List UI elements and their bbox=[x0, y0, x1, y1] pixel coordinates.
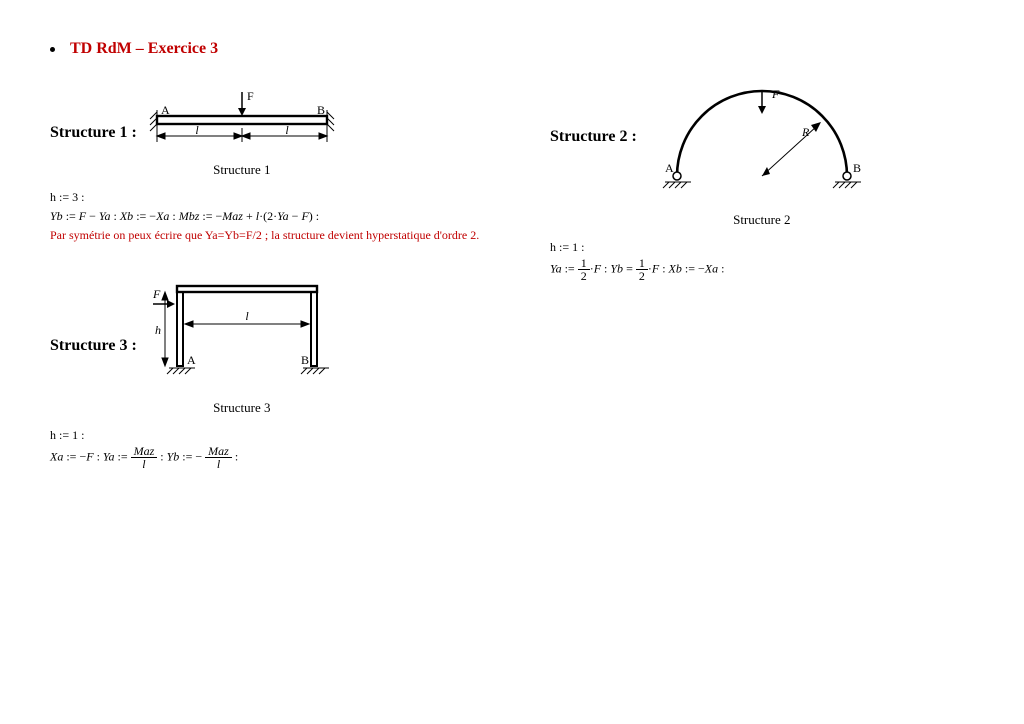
s3-label-l: l bbox=[245, 309, 249, 323]
s1-note: Par symétrie on peux écrire que Ya=Yb=F/… bbox=[50, 226, 490, 245]
structure-3-caption: Structure 3 bbox=[147, 400, 337, 416]
s2-eq2: Ya := 12·F : Yb = 12·F : Xb := −Xa : bbox=[550, 257, 990, 282]
right-column: Structure 2 : bbox=[550, 88, 990, 500]
structure-2-figure: F R A B Structure 2 bbox=[647, 88, 877, 228]
s3-label-h: h bbox=[155, 323, 161, 337]
s2-label-F: F bbox=[771, 88, 780, 101]
s2-label-B: B bbox=[853, 161, 861, 175]
structure-1-caption: Structure 1 bbox=[147, 162, 337, 178]
s3-label-B: B bbox=[301, 353, 309, 367]
structure-2-block: Structure 2 : bbox=[550, 88, 990, 282]
s3-label-A: A bbox=[187, 353, 196, 367]
s2-label-R: R bbox=[801, 125, 810, 139]
structure-1-figure: F A B bbox=[147, 88, 337, 178]
structure-2-heading: Structure 2 : bbox=[550, 128, 637, 146]
left-column: Structure 1 : bbox=[50, 88, 490, 500]
structure-3-figure: F h l bbox=[147, 276, 337, 416]
label-A: A bbox=[161, 103, 170, 117]
s2-label-A: A bbox=[665, 161, 674, 175]
label-B: B bbox=[317, 103, 325, 117]
s1-eq2: Yb := F − Ya : Xb := −Xa : Mbz := −Maz +… bbox=[50, 207, 490, 226]
page-title: TD RdM – Exercice 3 bbox=[70, 40, 218, 58]
structure-1-block: Structure 1 : bbox=[50, 88, 490, 246]
s3-eq2: Xa := −F : Ya := Mazl : Yb := − Mazl : bbox=[50, 445, 490, 470]
structure-2-caption: Structure 2 bbox=[647, 212, 877, 228]
structure-1-heading: Structure 1 : bbox=[50, 124, 137, 142]
label-F: F bbox=[247, 89, 254, 103]
s3-label-F: F bbox=[152, 287, 161, 301]
s3-eq1: h := 1 : bbox=[50, 426, 490, 445]
structure-3-block: Structure 3 : bbox=[50, 276, 490, 470]
s2-eq1: h := 1 : bbox=[550, 238, 990, 257]
s1-eq1: h := 3 : bbox=[50, 188, 490, 207]
bullet-icon bbox=[50, 47, 55, 52]
structure-3-heading: Structure 3 : bbox=[50, 337, 137, 355]
